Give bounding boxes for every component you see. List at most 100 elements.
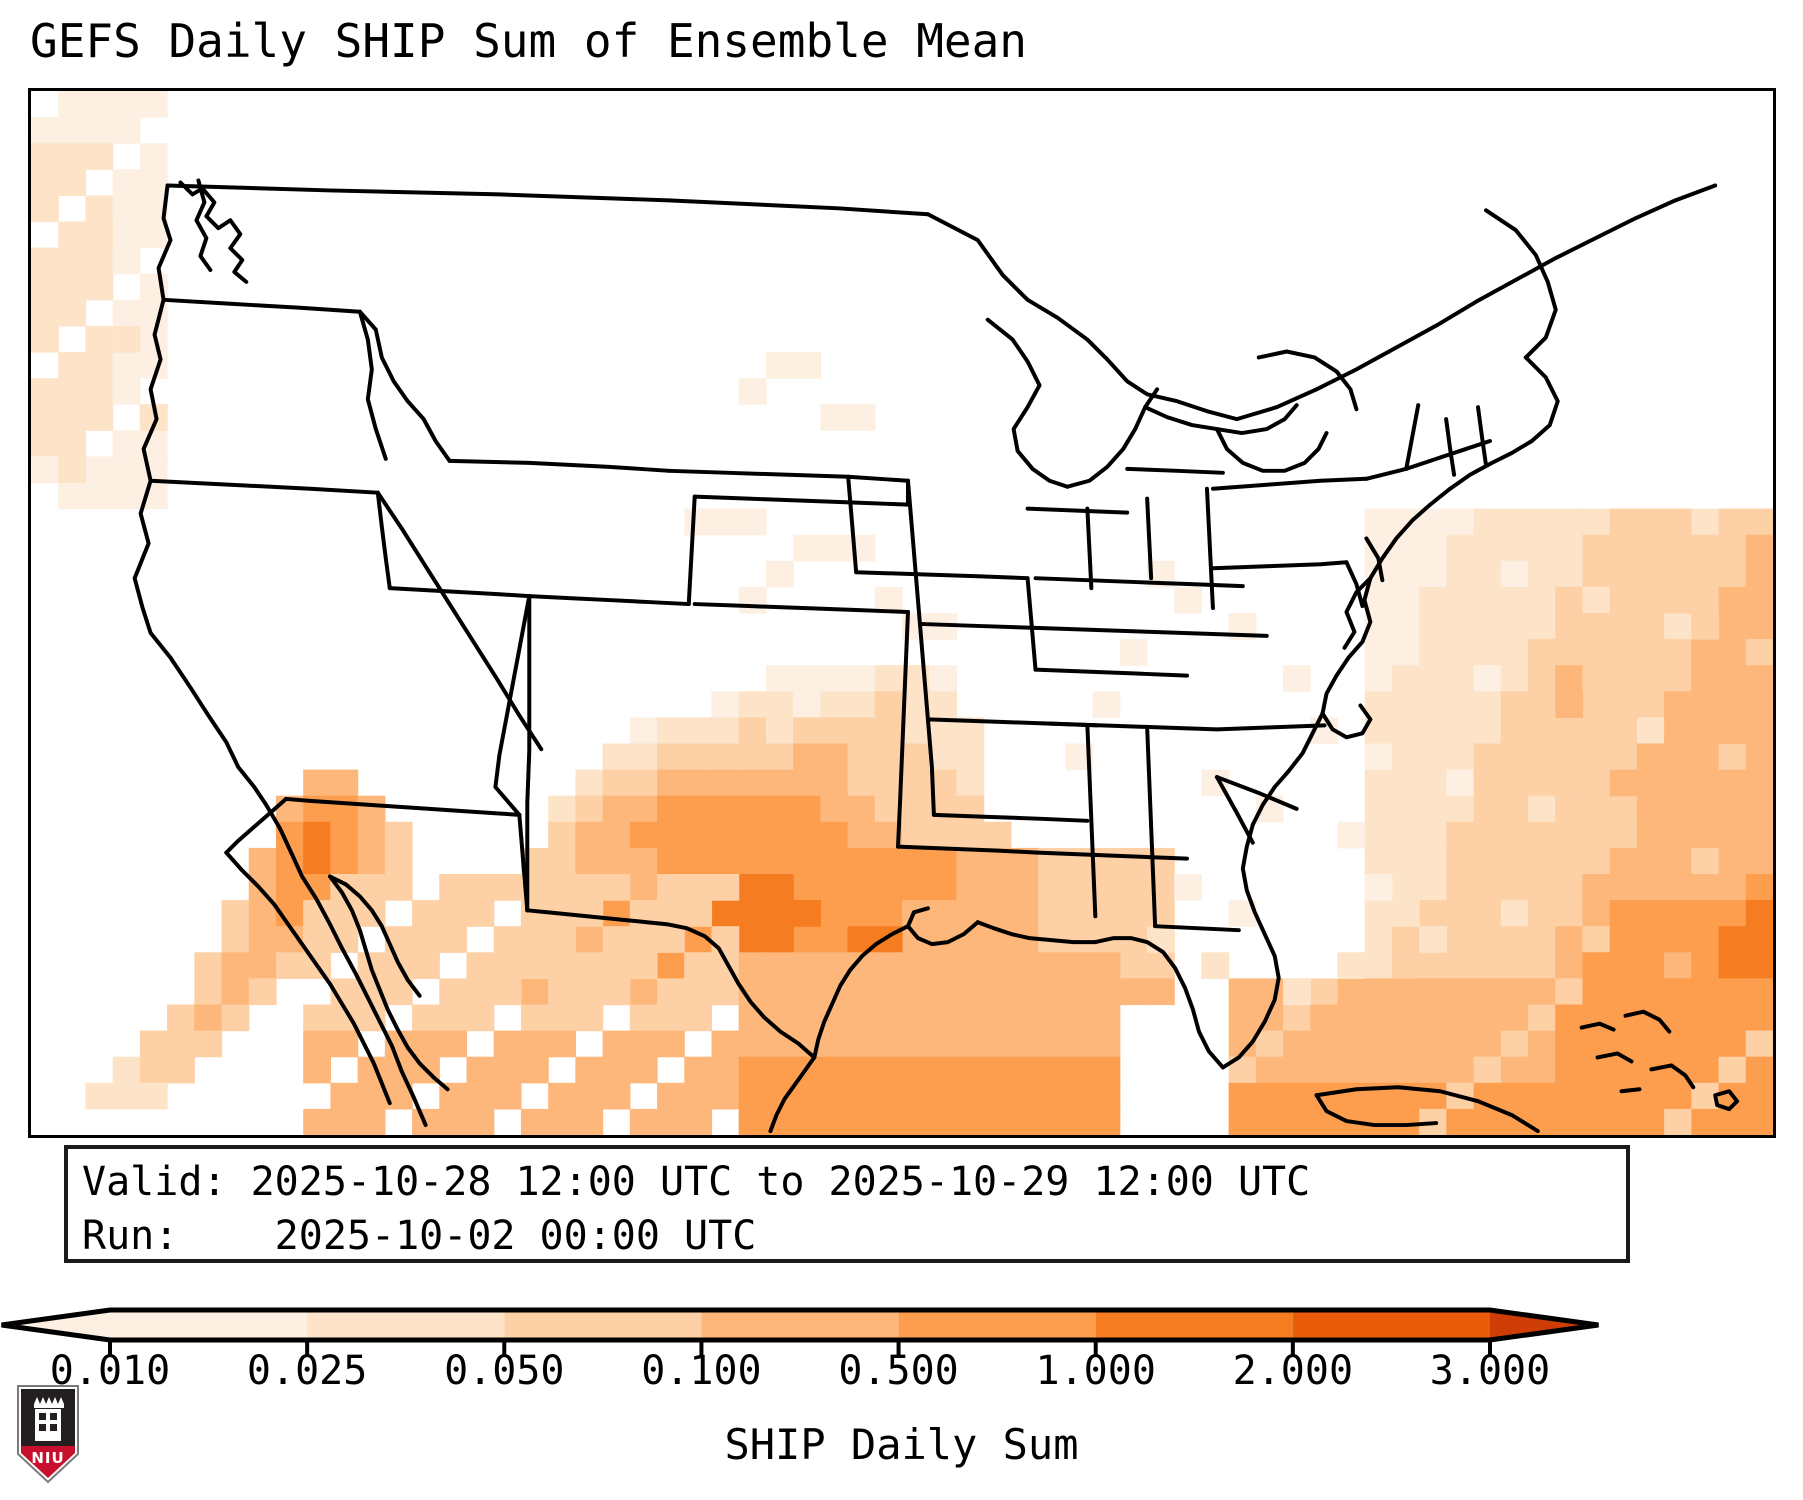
geo-border-path: [525, 908, 817, 1060]
ship-grid-cell: [1391, 769, 1420, 797]
geo-border-path: [161, 297, 362, 314]
ship-grid-cell: [657, 717, 685, 745]
geo-border-path: [925, 212, 1239, 422]
ship-grid-cell: [738, 900, 767, 927]
ship-grid-cell: [1555, 639, 1584, 666]
ship-grid-cell: [629, 1004, 658, 1032]
ship-grid-cell: [1174, 586, 1203, 614]
ship-grid-cell: [874, 952, 903, 979]
ship-grid-cell: [58, 352, 87, 379]
ship-grid-cell: [1691, 1030, 1720, 1058]
ship-grid-cell: [684, 1082, 713, 1110]
ship-grid-cell: [1364, 847, 1393, 875]
ship-grid-cell: [1500, 743, 1529, 771]
ship-grid-cell: [847, 1030, 876, 1058]
ship-grid-cell: [874, 1056, 903, 1084]
geo-border-path: [327, 874, 422, 998]
ship-grid-cell: [1446, 534, 1475, 562]
ship-grid-cell: [248, 847, 277, 875]
geo-border-path: [905, 478, 936, 817]
ship-grid-cell: [929, 743, 958, 771]
ship-grid-cell: [31, 430, 59, 457]
ship-grid-cell: [629, 821, 658, 849]
castle-tower-icon: [34, 1397, 64, 1441]
ship-grid-cell: [1528, 665, 1556, 692]
ship-grid-cell: [956, 769, 985, 797]
geo-border-path: [1145, 725, 1158, 929]
ship-grid-cell: [1283, 1030, 1311, 1058]
ship-grid-cell: [738, 821, 767, 849]
ship-grid-cell: [738, 1108, 767, 1135]
ship-grid-cell: [793, 769, 821, 797]
ship-grid-cell: [1555, 665, 1584, 692]
ship-grid-cell: [1391, 508, 1420, 536]
ship-grid-cell: [248, 926, 277, 953]
ship-grid-cell: [1473, 1108, 1502, 1135]
ship-grid-cell: [1582, 743, 1611, 771]
ship-grid-cell: [1745, 691, 1773, 718]
ship-grid-cell: [847, 900, 876, 927]
colorbar-band: [1095, 1310, 1293, 1340]
ship-grid-cell: [793, 821, 821, 849]
ship-grid-cell: [303, 926, 332, 953]
colorbar-tick-label: 0.050: [444, 1348, 565, 1394]
ship-grid-cell: [1092, 1082, 1121, 1110]
ship-grid-cell: [1718, 639, 1747, 666]
ship-grid-cell: [1718, 665, 1747, 692]
ship-grid-cell: [1228, 978, 1257, 1006]
ship-grid-cell: [820, 534, 849, 562]
ship-grid-cell: [684, 769, 713, 797]
ship-grid-cell: [1364, 743, 1393, 771]
ship-grid-cell: [1528, 743, 1556, 771]
geo-border-path: [1320, 486, 1453, 716]
ship-grid-cell: [575, 874, 604, 901]
geo-border-path: [1214, 723, 1327, 732]
map-canvas: [31, 91, 1773, 1135]
ship-grid-cell: [684, 978, 713, 1006]
ship-grid-cell: [1664, 639, 1692, 666]
ship-grid-cell: [1636, 978, 1665, 1006]
ship-grid-cell: [31, 378, 59, 405]
ship-grid-cell: [1691, 613, 1720, 640]
ship-grid-cell: [1664, 821, 1692, 849]
ship-grid-cell: [58, 247, 87, 275]
ship-grid-cell: [1636, 691, 1665, 718]
geography-layer: [132, 178, 1740, 1134]
ship-grid-cell: [1636, 1030, 1665, 1058]
colorbar: [0, 1300, 1803, 1360]
ship-grid-cell: [112, 352, 141, 379]
geo-border-path: [666, 468, 910, 483]
ship-grid-cell: [1555, 586, 1584, 614]
ship-grid-cell: [520, 926, 549, 953]
ship-grid-cell: [1446, 952, 1475, 979]
ship-grid-cell: [221, 978, 250, 1006]
ship-grid-cell: [902, 821, 930, 849]
ship-grid-cell: [929, 1004, 958, 1032]
ship-grid-cell: [793, 717, 821, 745]
geo-border-path: [1035, 850, 1190, 861]
ship-grid-cell: [1473, 926, 1502, 953]
ship-grid-cell: [1283, 978, 1311, 1006]
ship-grid-cell: [1038, 978, 1066, 1006]
ship-grid-cell: [1419, 821, 1447, 849]
ship-grid-cell: [983, 952, 1012, 979]
ship-grid-cell: [793, 1082, 821, 1110]
ship-grid-cell: [847, 665, 876, 692]
geo-border-path: [1234, 183, 1718, 422]
ship-grid-cell: [684, 847, 713, 875]
ship-grid-cell: [602, 795, 631, 823]
ship-grid-cell: [112, 117, 141, 144]
ship-grid-cell: [1337, 952, 1366, 979]
ship-grid-cell: [1391, 900, 1420, 927]
niu-wordmark: NIU: [31, 1449, 64, 1467]
ship-grid-cell: [1745, 665, 1773, 692]
colorbar-band: [701, 1310, 899, 1340]
geo-border-path: [768, 1055, 817, 1134]
ship-grid-cell: [1228, 1004, 1257, 1032]
ship-grid-cell: [847, 743, 876, 771]
ship-grid-cell: [1555, 534, 1584, 562]
run-time-line: Run: 2025-10-02 00:00 UTC: [82, 1213, 757, 1259]
ship-grid-cell: [1609, 560, 1638, 588]
ship-grid-cell: [684, 508, 713, 536]
ship-grid-cell: [1038, 1004, 1066, 1032]
